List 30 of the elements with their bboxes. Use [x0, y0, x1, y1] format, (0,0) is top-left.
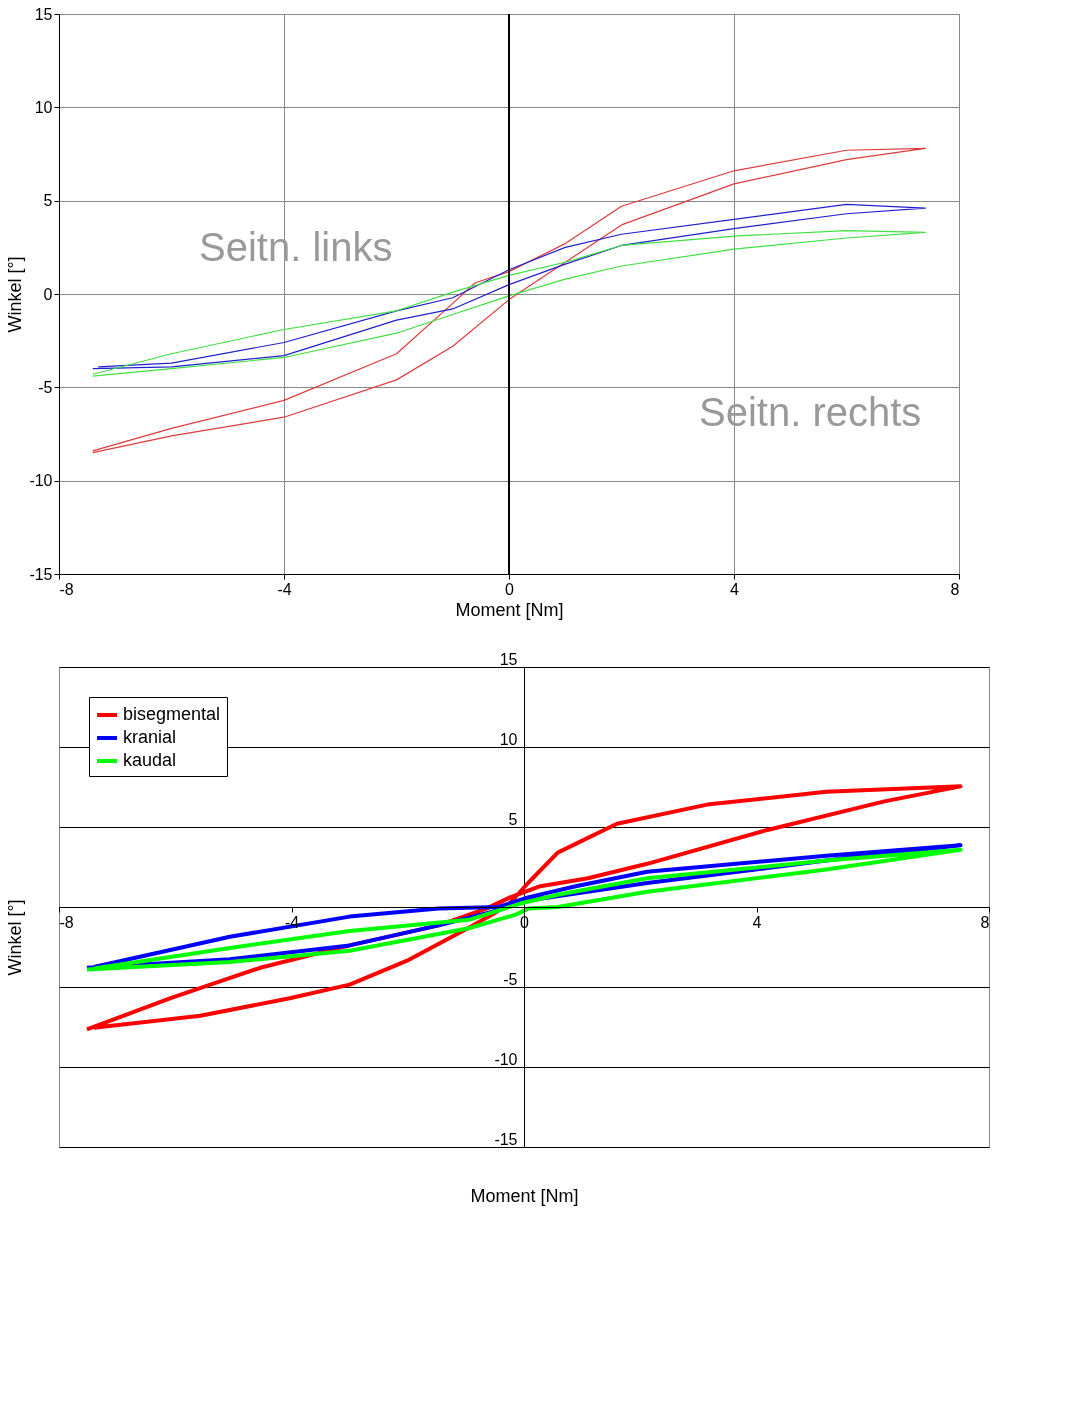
- x-tick-label: 8: [980, 913, 990, 931]
- x-tick-label: -8: [59, 913, 74, 931]
- y-tick-label: 10: [499, 730, 518, 748]
- legend-label: kranial: [123, 727, 177, 747]
- y-tick-label: 15: [499, 650, 518, 668]
- y-tick-label: 10: [34, 98, 53, 116]
- line-series: [92, 147, 926, 454]
- legend-label: kaudal: [123, 750, 177, 770]
- y-tick-label: -15: [494, 1130, 518, 1148]
- y-tick-label: -5: [38, 378, 53, 396]
- y-tick-label: -10: [29, 472, 53, 490]
- x-tick-label: 4: [730, 580, 740, 598]
- x-axis-title: Moment [Nm]: [455, 599, 564, 620]
- x-tick-label: 8: [950, 580, 960, 598]
- x-tick-label: 4: [752, 913, 762, 931]
- y-tick-label: 5: [43, 192, 53, 210]
- legend-label: bisegmental: [123, 704, 221, 724]
- line-series: [92, 229, 926, 377]
- y-tick-label: 5: [508, 810, 518, 828]
- line-series: [92, 203, 926, 370]
- y-tick-label: -10: [494, 1050, 518, 1068]
- x-axis-title: Moment [Nm]: [470, 1185, 579, 1206]
- y-tick-label: -5: [503, 970, 518, 988]
- y-tick-label: -15: [29, 565, 53, 583]
- y-axis-title: Winkel [°]: [4, 899, 25, 976]
- y-tick-label: 15: [34, 5, 53, 23]
- y-tick-label: 0: [43, 285, 53, 303]
- y-axis-title: Winkel [°]: [5, 256, 26, 333]
- x-tick-label: -4: [277, 580, 292, 598]
- x-tick-label: -8: [59, 580, 74, 598]
